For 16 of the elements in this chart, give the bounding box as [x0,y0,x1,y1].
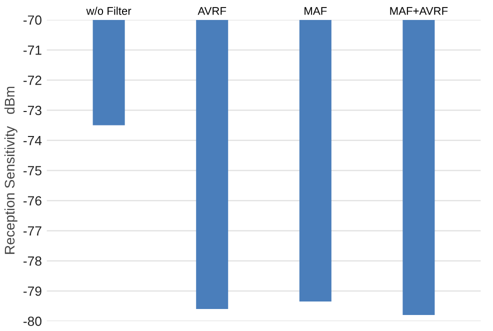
y-tick-label: -73 [23,106,42,116]
y-tick-label: -77 [23,226,42,236]
y-tick-label: -79 [23,286,42,296]
y-axis-title: Reception Sensitivity dBm [4,86,18,254]
y-tick-label: -71 [23,46,42,55]
y-tick-label: -74 [23,136,42,146]
y-tick-label: -76 [23,196,42,206]
y-tick-label: -72 [23,76,42,85]
x-tick-label: MAF+AVRF [390,7,448,15]
y-tick-label: -80 [23,316,42,326]
x-tick-label: MAF [304,7,327,15]
y-tick-label: -78 [23,256,42,266]
x-tick-label: w/o Filter [86,6,132,15]
x-tick-label: AVRF [198,7,226,15]
y-tick-label: -70 [23,15,42,25]
y-tick-label: -75 [23,166,42,176]
